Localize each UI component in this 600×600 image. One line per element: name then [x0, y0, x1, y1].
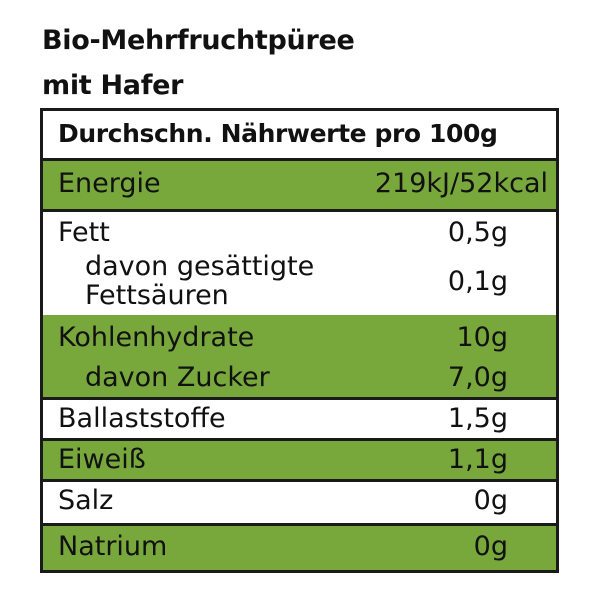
row-divider [43, 397, 556, 400]
row-label-line2: Fettsäuren [85, 280, 229, 311]
row-label: Salz [58, 485, 114, 516]
row-value: 0,5g [447, 217, 508, 248]
row-label: Energie [58, 168, 161, 199]
row-value: 1,5g [447, 403, 508, 434]
row-fett: Fett 0,5g [43, 212, 556, 252]
row-label-multiline: davon gesättigte Fettsäuren [85, 252, 314, 310]
product-title: Bio-Mehrfruchtpüree mit Hafer [42, 18, 562, 108]
row-divider [43, 438, 556, 441]
row-value: 0g [473, 531, 508, 562]
nutrition-table: Durchschn. Nährwerte pro 100g Energie 21… [40, 108, 559, 573]
row-value: 0g [473, 485, 508, 516]
row-label: davon Zucker [85, 362, 270, 393]
row-salz: Salz 0g [43, 482, 556, 523]
row-value: 7,0g [447, 362, 508, 393]
product-title-line2: mit Hafer [42, 70, 184, 101]
row-divider [43, 523, 556, 526]
row-gesaettigte-fettsaeuren: davon gesättigte Fettsäuren 0,1g [43, 252, 556, 312]
row-label: Ballaststoffe [58, 403, 226, 434]
row-value: 10g [456, 322, 509, 353]
row-divider [43, 209, 556, 212]
row-energie: Energie 219kJ/52kcal [43, 161, 556, 209]
row-value: 0,1g [447, 266, 508, 297]
row-divider [43, 479, 556, 482]
product-title-line1: Bio-Mehrfruchtpüree [42, 25, 355, 56]
row-ballaststoffe: Ballaststoffe 1,5g [43, 400, 556, 438]
row-value: 219kJ/52kcal [374, 168, 548, 199]
row-natrium: Natrium 0g [43, 526, 556, 570]
row-label: Eiweiß [58, 444, 146, 475]
row-label: Fett [58, 217, 110, 248]
row-label: Natrium [58, 531, 168, 562]
row-label-line1: davon gesättigte [85, 251, 315, 282]
row-eiweiss: Eiweiß 1,1g [43, 441, 556, 479]
row-label: Kohlenhydrate [58, 322, 255, 353]
row-group-kohlenhydrate: Kohlenhydrate 10g davon Zucker 7,0g [43, 315, 556, 397]
nutrition-table-header: Durchschn. Nährwerte pro 100g [43, 111, 556, 161]
row-value: 1,1g [447, 444, 508, 475]
nutrition-header-label: Durchschn. Nährwerte pro 100g [58, 119, 498, 148]
